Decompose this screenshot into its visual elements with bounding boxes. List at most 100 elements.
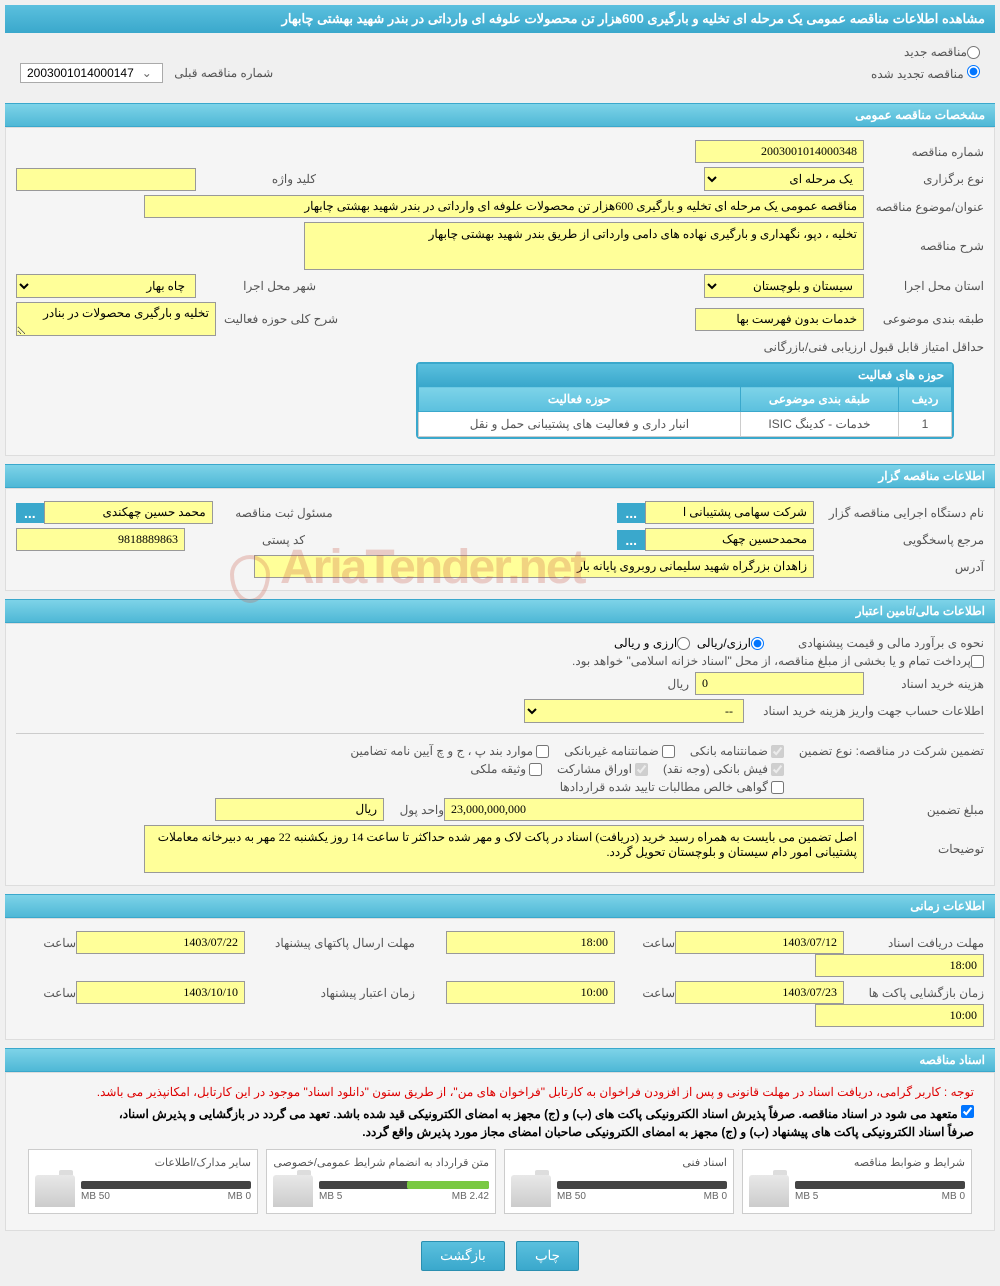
contact-label: مرجع پاسخگویی [814, 533, 984, 547]
activity-table-container: حوزه های فعالیت ردیف طبقه بندی موضوعی حو… [416, 362, 954, 439]
chk-property-label: وثیقه ملکی [470, 762, 526, 776]
radio-new[interactable] [967, 46, 980, 59]
postal-input[interactable] [16, 528, 185, 551]
table-row: 1خدمات - کدینگ ISICانبار داری و فعالیت ه… [419, 412, 952, 437]
doc-card[interactable]: اسناد فنی0 MB50 MB [504, 1149, 734, 1214]
chk-bylaw[interactable] [536, 745, 549, 758]
province-select[interactable]: سیستان و بلوچستان [704, 274, 864, 298]
chk-commit[interactable] [961, 1105, 974, 1118]
rial-unit: ریال [661, 677, 695, 691]
chk-treasury[interactable] [971, 655, 984, 668]
reg-resp-more-button[interactable]: ... [16, 503, 44, 523]
chk-securities[interactable] [635, 763, 648, 776]
radio-new-label: مناقصه جدید [904, 45, 967, 59]
notes-label: توضیحات [864, 842, 984, 856]
open-time[interactable] [446, 981, 615, 1004]
chk-cash-label: فیش بانکی (وجه نقد) [663, 762, 768, 776]
city-label: شهر محل اجرا [196, 279, 316, 293]
chk-bank-guarantee[interactable] [771, 745, 784, 758]
progress-bar [81, 1181, 251, 1189]
keyword-input[interactable] [16, 168, 196, 191]
doc-used: 0 MB [228, 1191, 251, 1202]
city-select[interactable]: چاه بهار [16, 274, 196, 298]
section-financial-header: اطلاعات مالی/تامین اعتبار [5, 599, 995, 623]
doc-cost-label: هزینه خرید اسناد [864, 677, 984, 691]
section-organizer-body: نام دستگاه اجرایی مناقصه گزار ... مسئول … [5, 488, 995, 591]
send-time[interactable] [815, 954, 984, 977]
section-financial-body: نحوه ی برآورد مالی و قیمت پیشنهادی ارزی/… [5, 623, 995, 886]
chk-nonbank[interactable] [662, 745, 675, 758]
validity-time[interactable] [815, 1004, 984, 1027]
type-select[interactable]: یک مرحله ای [704, 167, 864, 191]
col-activity: حوزه فعالیت [419, 387, 741, 412]
radio-renewed[interactable] [967, 65, 980, 78]
amount-input[interactable] [444, 798, 864, 821]
doc-used: 2.42 MB [452, 1191, 489, 1202]
unit-input[interactable] [215, 798, 384, 821]
validity-time-label: ساعت [16, 986, 76, 1000]
chevron-down-icon: ⌄ [138, 66, 156, 80]
account-select[interactable]: -- [524, 699, 744, 723]
activity-table: ردیف طبقه بندی موضوعی حوزه فعالیت 1خدمات… [418, 386, 952, 437]
section-docs-header: اسناد مناقصه [5, 1048, 995, 1072]
contact-input[interactable] [645, 528, 814, 551]
category-input[interactable] [695, 308, 864, 331]
desc-label: شرح مناقصه [864, 239, 984, 253]
tender-number-label: شماره مناقصه [864, 145, 984, 159]
doc-card[interactable]: سایر مدارک/اطلاعات0 MB50 MB [28, 1149, 258, 1214]
scope-label: شرح کلی حوزه فعالیت [216, 312, 338, 326]
validity-date[interactable] [76, 981, 245, 1004]
progress-bar [795, 1181, 965, 1189]
chk-receivables[interactable] [771, 781, 784, 794]
doc-card[interactable]: متن قرارداد به انضمام شرایط عمومی/خصوصی 2… [266, 1149, 496, 1214]
reg-resp-input[interactable] [44, 501, 213, 524]
account-label: اطلاعات حساب جهت واریز هزینه خرید اسناد [744, 704, 984, 718]
device-more-button[interactable]: ... [617, 503, 645, 523]
address-input[interactable] [254, 555, 814, 578]
chk-receivables-label: گواهی خالص مطالبات تایید شده قراردادها [560, 780, 768, 794]
doc-card[interactable]: شرایط و ضوابط مناقصه0 MB5 MB [742, 1149, 972, 1214]
keyword-label: کلید واژه [196, 172, 316, 186]
prev-number-box[interactable]: ⌄ 2003001014000147 [20, 63, 163, 83]
doc-max: 5 MB [795, 1191, 818, 1202]
radio-rial[interactable] [677, 637, 690, 650]
min-score-label: حداقل امتیاز قابل قبول ارزیابی فنی/بازرگ… [734, 340, 984, 354]
send-label: مهلت ارسال پاکتهای پیشنهاد [245, 936, 415, 950]
docs-note-2: متعهد می شود در اسناد مناقصه. صرفاً پذیر… [16, 1103, 984, 1123]
back-button[interactable]: بازگشت [421, 1241, 505, 1271]
radio-fx[interactable] [751, 637, 764, 650]
section-organizer-header: اطلاعات مناقصه گزار [5, 464, 995, 488]
scope-input[interactable]: تخلیه و بارگیری محصولات در بنادر [16, 302, 216, 336]
contact-more-button[interactable]: ... [617, 530, 645, 550]
doc-title: متن قرارداد به انضمام شرایط عمومی/خصوصی [273, 1156, 489, 1169]
send-date[interactable] [76, 931, 245, 954]
print-button[interactable]: چاپ [516, 1241, 579, 1271]
validity-label: زمان اعتبار پیشنهاد [245, 986, 415, 1000]
reg-resp-label: مسئول ثبت مناقصه [213, 506, 333, 520]
receive-time[interactable] [446, 931, 615, 954]
prev-number-value: 2003001014000147 [27, 66, 134, 80]
open-date[interactable] [675, 981, 844, 1004]
category-label: طبقه بندی موضوعی [864, 312, 984, 326]
device-label: نام دستگاه اجرایی مناقصه گزار [814, 506, 984, 520]
chk-securities-label: اوراق مشارکت [557, 762, 632, 776]
guarantee-type-label: تضمین شرکت در مناقصه: نوع تضمین [784, 744, 984, 758]
doc-cost-input[interactable] [695, 672, 864, 695]
chk-cash[interactable] [771, 763, 784, 776]
section-general-body: شماره مناقصه نوع برگزاری یک مرحله ای کلی… [5, 127, 995, 456]
docs-note-1: توجه : کاربر گرامی، دریافت اسناد در مهلت… [16, 1081, 984, 1103]
device-input[interactable] [645, 501, 814, 524]
receive-label: مهلت دریافت اسناد [844, 936, 984, 950]
chk-bylaw-label: موارد بند پ ، ج و چ آیین نامه تضامین [350, 744, 533, 758]
notes-textarea[interactable]: اصل تضمین می بایست به همراه رسید خرید (د… [144, 825, 864, 873]
desc-textarea[interactable]: تخلیه ، دپو، نگهداری و بارگیری نهاده های… [304, 222, 864, 270]
section-timing-body: مهلت دریافت اسناد ساعت مهلت ارسال پاکتها… [5, 918, 995, 1040]
est-label: نحوه ی برآورد مالی و قیمت پیشنهادی [764, 636, 984, 650]
tender-number-input[interactable] [695, 140, 864, 163]
treasury-note: پرداخت تمام و یا بخشی از مبلغ مناقصه، از… [572, 654, 971, 668]
doc-title: اسناد فنی [511, 1156, 727, 1169]
chk-nonbank-label: ضمانتنامه غیربانکی [564, 744, 659, 758]
chk-property[interactable] [529, 763, 542, 776]
receive-date[interactable] [675, 931, 844, 954]
subject-input[interactable] [144, 195, 864, 218]
